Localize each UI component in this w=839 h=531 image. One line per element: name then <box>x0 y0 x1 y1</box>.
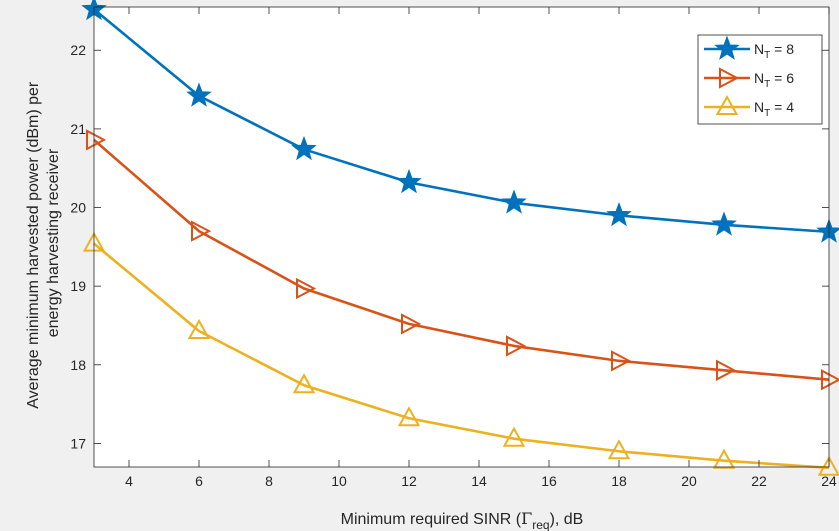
data-point-marker <box>86 129 107 151</box>
y-tick-label: 19 <box>70 278 86 294</box>
x-tick-label: 4 <box>125 473 133 489</box>
y-axis: 17 18 19 20 21 22 <box>70 42 829 451</box>
legend-marker <box>714 35 740 60</box>
y-axis-label-line2: energy harvesting receiver <box>45 148 62 337</box>
data-point-marker <box>607 439 631 460</box>
x-axis-label: Minimum required SINR (Γreq), dB <box>341 509 584 531</box>
legend-entry: NT = 4 <box>704 94 794 119</box>
legend-label-value: = 8 <box>770 41 794 57</box>
plot-frame <box>93 6 830 468</box>
x-tick-label: 10 <box>331 473 347 489</box>
legend-label-subscript: T <box>764 79 770 90</box>
legend-label: NT = 8 <box>754 41 794 61</box>
legend: NT = 8NT = 6NT = 4 <box>697 34 823 125</box>
data-point-marker <box>187 318 211 339</box>
series-1 <box>81 0 839 243</box>
data-point-marker <box>296 277 317 300</box>
legend-label-main: N <box>754 99 764 115</box>
legend-label-value: = 4 <box>770 99 794 115</box>
x-axis-label-subscript: req <box>532 518 549 531</box>
data-point-marker <box>506 335 527 357</box>
series-2 <box>86 129 839 391</box>
data-point-marker <box>712 448 736 469</box>
legend-marker <box>715 94 739 115</box>
data-point-marker <box>501 189 527 214</box>
series-line <box>93 138 830 382</box>
series-line <box>93 242 830 470</box>
data-point-marker <box>817 455 839 476</box>
series-line <box>93 8 830 234</box>
y-tick-label: 22 <box>70 42 86 58</box>
legend-label: NT = 4 <box>754 99 794 119</box>
legend-marker <box>719 67 740 89</box>
x-tick-label: 24 <box>821 473 837 489</box>
x-tick-label: 16 <box>541 473 557 489</box>
legend-label: NT = 6 <box>754 70 794 90</box>
legend-entry: NT = 6 <box>704 67 794 90</box>
data-point-marker <box>291 135 317 161</box>
x-axis-label-suffix: ), dB <box>550 511 584 528</box>
x-tick-label: 20 <box>681 473 697 489</box>
data-point-marker <box>397 406 421 427</box>
data-point-marker <box>396 168 422 194</box>
y-tick-label: 20 <box>70 200 86 216</box>
y-tick-label: 21 <box>70 121 86 137</box>
legend-entry: NT = 8 <box>704 35 794 61</box>
x-tick-label: 12 <box>401 473 417 489</box>
data-point-marker <box>401 313 422 335</box>
data-point-marker <box>611 350 632 372</box>
legend-label-subscript: T <box>764 50 770 61</box>
x-tick-label: 22 <box>751 473 767 489</box>
data-point-marker <box>186 82 212 107</box>
legend-label-main: N <box>754 41 764 57</box>
x-axis-label-prefix: Minimum required SINR ( <box>341 511 522 528</box>
data-point-marker <box>716 359 737 381</box>
y-tick-label: 18 <box>70 357 86 373</box>
x-tick-label: 6 <box>195 473 203 489</box>
legend-label-main: N <box>754 70 764 86</box>
y-tick-label: 17 <box>70 435 86 451</box>
legend-label-subscript: T <box>764 108 770 119</box>
y-axis-label: Average minimum harvested power (dBm) pe… <box>25 77 62 408</box>
data-point-marker <box>821 369 839 391</box>
x-tick-label: 8 <box>265 473 273 489</box>
x-tick-label: 18 <box>611 473 627 489</box>
x-tick-label: 14 <box>471 473 487 489</box>
data-point-marker <box>606 201 632 227</box>
legend-label-value: = 6 <box>770 70 794 86</box>
data-point-marker <box>711 211 737 236</box>
series-layer <box>81 0 839 476</box>
data-point-marker <box>502 426 526 447</box>
data-point-marker <box>292 373 316 394</box>
x-axis: 4 6 8 10 12 14 16 18 20 22 24 <box>125 7 837 489</box>
y-axis-label-line1: Average minimum harvested power (dBm) pe… <box>25 81 42 409</box>
x-axis-label-gamma: Γ <box>521 509 532 528</box>
data-point-marker <box>191 220 212 242</box>
